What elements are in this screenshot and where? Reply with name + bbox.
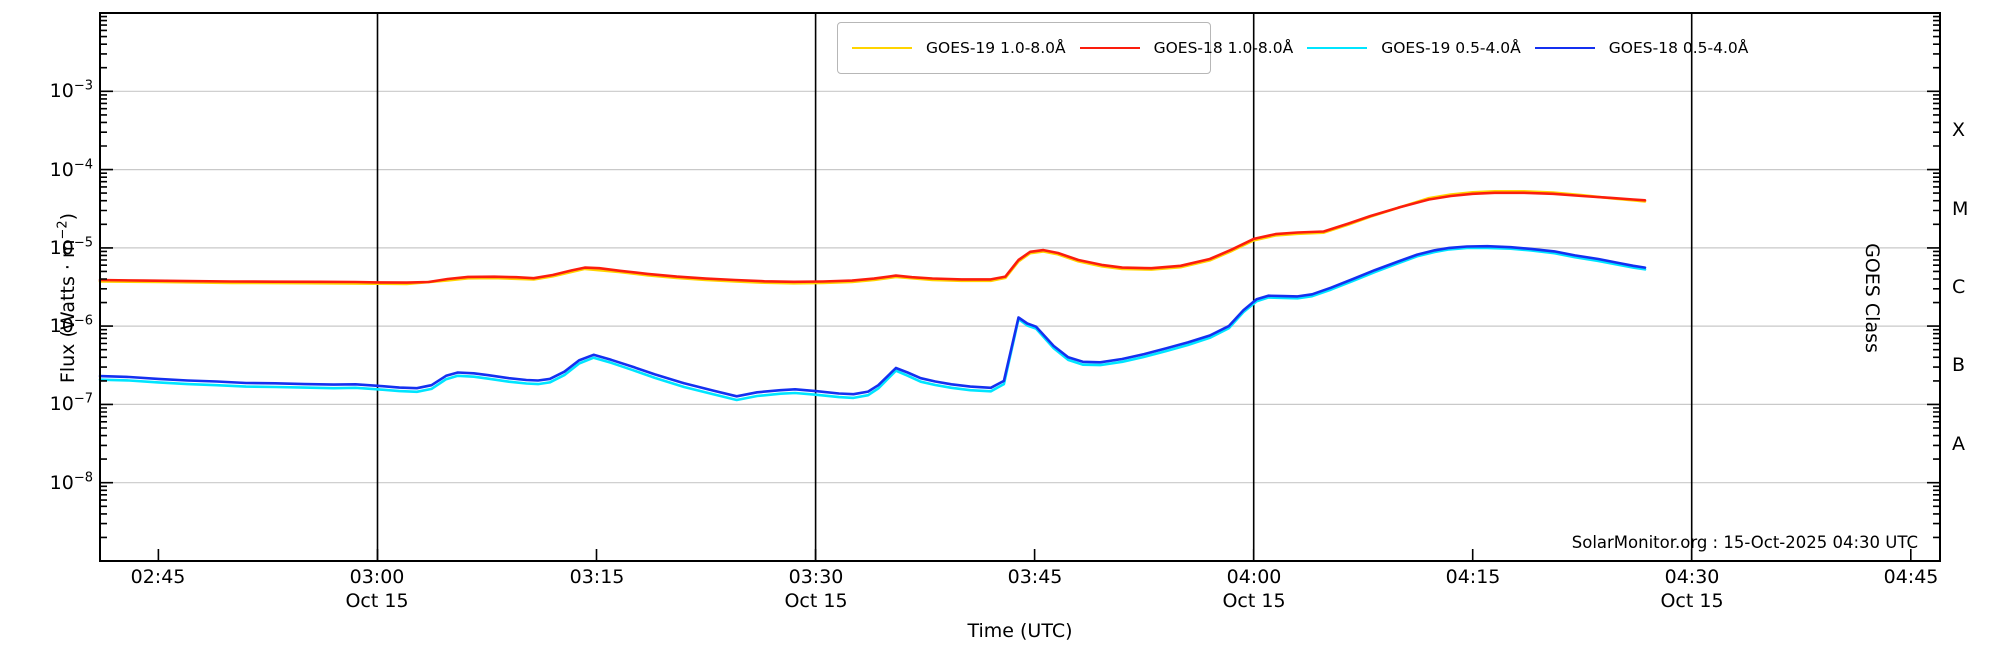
y-tick-label: 10−7 [49, 391, 93, 415]
goes-class-label-a: A [1952, 433, 1965, 455]
legend-item-label: GOES-19 1.0-8.0Å [926, 39, 1066, 57]
legend-item-label: GOES-19 0.5-4.0Å [1381, 39, 1521, 57]
y-tick-label: 10−6 [49, 313, 93, 337]
legend-item-label: GOES-18 1.0-8.0Å [1153, 39, 1294, 57]
legend-line-swatch [1534, 47, 1595, 49]
x-tick-date-label: Oct 15 [345, 590, 409, 612]
legend-item: GOES-18 0.5-4.0Å [1521, 39, 1749, 58]
x-tick-label: 04:00 [1226, 566, 1282, 588]
x-tick-label: 03:30 [788, 566, 844, 588]
legend-item: GOES-18 1.0-8.0Å [1066, 39, 1294, 58]
y-axis-label-goes-class: GOES Class [1861, 243, 1883, 353]
y-tick-label: 10−3 [49, 78, 93, 102]
legend-box: GOES-19 1.0-8.0Å GOES-18 1.0-8.0Å GOES-19 … [837, 22, 1748, 74]
legend-line-swatch [1079, 47, 1140, 49]
legend-item: GOES-19 1.0-8.0Å [838, 39, 1066, 58]
legend-line-swatch [1307, 47, 1368, 49]
x-tick-label: 04:15 [1445, 566, 1501, 588]
goes-class-label-b: B [1952, 354, 1966, 376]
x-tick-label: 02:45 [130, 566, 186, 588]
x-tick-label: 03:00 [349, 566, 405, 588]
x-tick-label: 03:15 [569, 566, 625, 588]
series-goes-18-0-5-4-0- [98, 244, 1647, 398]
series-goes-19-0-5-4-0- [98, 246, 1647, 402]
legend-item: GOES-19 0.5-4.0Å [1293, 39, 1521, 58]
x-tick-label: 03:45 [1007, 566, 1063, 588]
axes-spines [99, 12, 1941, 562]
y-tick-label: 10−8 [49, 470, 93, 494]
legend-item-label: GOES-18 0.5-4.0Å [1608, 39, 1749, 57]
legend-line-swatch [852, 47, 912, 49]
series-goes-18-1-0-8-0- [98, 191, 1647, 284]
x-tick-label: 04:45 [1883, 566, 1939, 588]
axis-ticks [100, 15, 1940, 561]
series-goes-19-1-0-8-0- [98, 190, 1647, 286]
goes-class-label-x: X [1952, 119, 1966, 141]
x-tick-label: 04:30 [1664, 566, 1720, 588]
y-tick-label: 10−4 [49, 157, 93, 181]
watermark-solarmonitor: SolarMonitor.org : 15-Oct-2025 04:30 UTC [1571, 533, 1918, 552]
x-tick-date-label: Oct 15 [1660, 590, 1724, 612]
x-tick-date-label: Oct 15 [1222, 590, 1286, 612]
x-tick-date-label: Oct 15 [784, 590, 848, 612]
goes-class-label-c: C [1952, 276, 1966, 298]
x-axis-label-time: Time (UTC) [967, 620, 1073, 642]
y-tick-label: 10−5 [49, 235, 93, 259]
y-axis-label-flux: Flux (Watts · m−2) [55, 212, 79, 384]
goes-class-label-m: M [1952, 198, 1969, 220]
